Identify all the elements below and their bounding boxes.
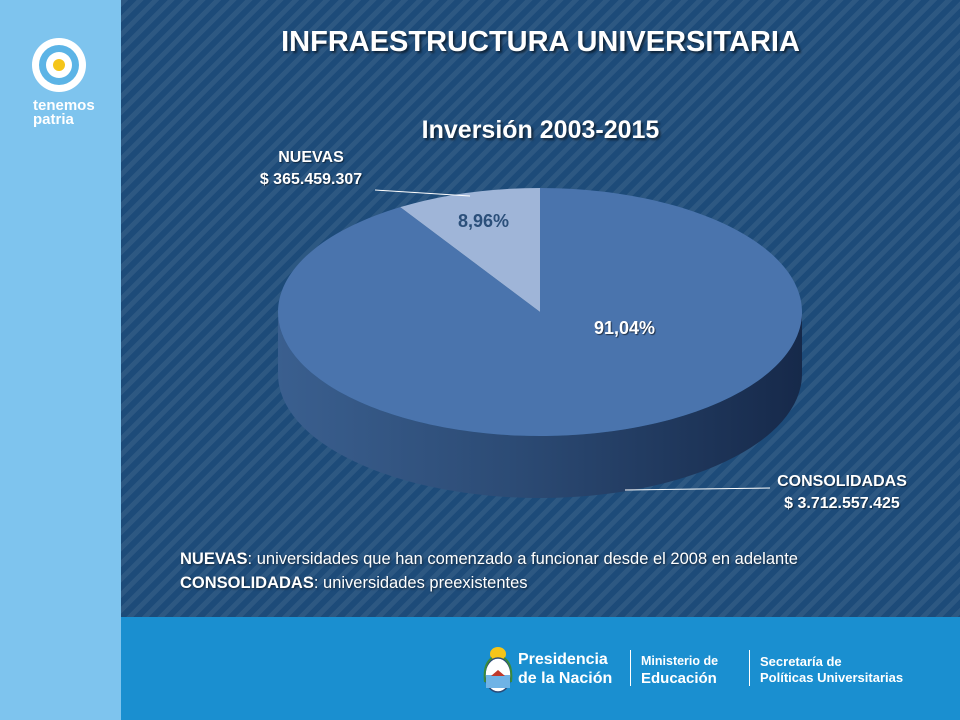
chart-title: Inversión 2003-2015 xyxy=(421,116,660,144)
leader-line-consolidadas xyxy=(624,487,771,491)
presidencia-line1: Presidencia xyxy=(518,651,608,668)
logo-text: tenemos patria xyxy=(33,97,95,128)
ministerio-line2: Educación xyxy=(641,670,717,687)
ministerio-text: Ministerio de Educación xyxy=(641,652,718,688)
pie-slice-consolidadas xyxy=(277,188,802,436)
note-text-nuevas: : universidades que han comenzado a func… xyxy=(247,550,798,568)
logo-text-line2: patria xyxy=(33,111,74,128)
footer-divider xyxy=(630,650,631,686)
secretaria-line2: Políticas Universitarias xyxy=(760,670,904,685)
note-nuevas: NUEVAS: universidades que han comenzado … xyxy=(180,547,798,571)
sidebar: tenemos patria xyxy=(0,0,121,720)
note-consolidadas: CONSOLIDADAS: universidades preexistente… xyxy=(180,571,798,595)
notes: NUEVAS: universidades que han comenzado … xyxy=(180,547,798,595)
page-title: INFRAESTRUCTURA UNIVERSITARIA xyxy=(281,26,800,58)
footer-divider xyxy=(749,650,750,686)
data-label-nuevas: 8,96% xyxy=(458,211,510,231)
pie-side-wall xyxy=(278,312,802,498)
ministerio-line1: Ministerio de xyxy=(641,654,719,668)
secretaria-text: Secretaría de Políticas Universitarias xyxy=(760,654,903,686)
slice-label-consolidadas: CONSOLIDADAS $ 3.712.557.425 xyxy=(766,471,918,515)
data-label-consolidadas: 91,04% xyxy=(594,318,656,338)
presidencia-line2: de la Nación xyxy=(518,670,613,687)
slice-amount-consolidadas: $ 3.712.557.425 xyxy=(784,495,900,512)
national-shield-icon xyxy=(483,647,513,693)
pie-slice-nuevas xyxy=(400,188,540,312)
slice-name-consolidadas: CONSOLIDADAS xyxy=(777,473,907,490)
secretaria-line1: Secretaría de xyxy=(760,654,842,669)
footer xyxy=(121,617,960,720)
logo-text-line1: tenemos xyxy=(33,97,95,114)
slice-amount-nuevas: $ 365.459.307 xyxy=(259,171,363,188)
slice-name-nuevas: NUEVAS xyxy=(278,149,344,166)
presidencia-text: Presidencia de la Nación xyxy=(518,650,612,688)
slice-label-nuevas: NUEVAS $ 365.459.307 xyxy=(246,147,376,191)
note-term-consolidadas: CONSOLIDADAS xyxy=(180,574,314,592)
note-term-nuevas: NUEVAS xyxy=(180,550,248,568)
tenemos-patria-logo-icon xyxy=(32,38,86,92)
note-text-consolidadas: : universidades preexistentes xyxy=(313,574,528,592)
leader-line-nuevas xyxy=(374,189,471,197)
